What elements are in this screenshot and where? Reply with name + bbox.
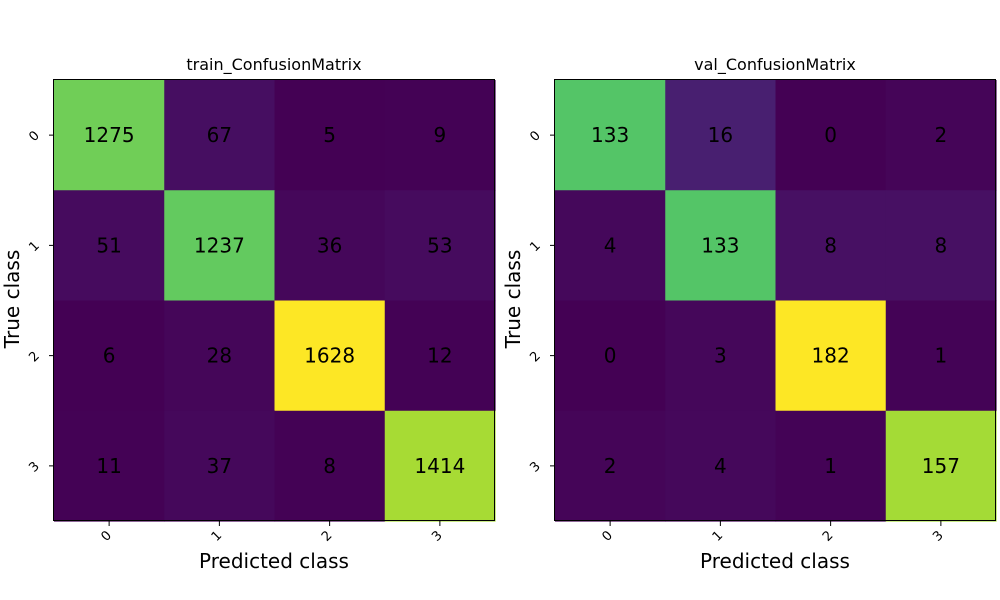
heatmap-cell-r3-c3 xyxy=(384,410,496,522)
x-tick-label-1: 1 xyxy=(209,528,225,544)
x-tick-label-1: 1 xyxy=(710,528,726,544)
heatmap-cell-r0-c3 xyxy=(885,80,997,191)
heatmap-cell-r3-c2 xyxy=(775,410,887,522)
heatmap-cell-r0-c2 xyxy=(775,80,887,191)
y-axis-label: True class xyxy=(501,250,525,350)
cell-value-r0-c0: 1275 xyxy=(84,123,135,147)
cell-value-r1-c0: 51 xyxy=(96,233,121,257)
val-confusion-matrix-panel: val_ConfusionMatrix Predicted class True… xyxy=(501,55,997,573)
heatmap-cell-r3-c0 xyxy=(555,410,666,522)
chart-title: train_ConfusionMatrix xyxy=(186,55,361,75)
heatmap-cell-r1-c1 xyxy=(665,190,777,302)
cell-value-r2-c3: 1 xyxy=(935,344,948,368)
heatmap-cell-r3-c1 xyxy=(164,410,276,522)
y-tick-label-3: 3 xyxy=(26,459,42,475)
heatmap-cell-r2-c2 xyxy=(274,300,386,412)
cell-value-r3-c2: 8 xyxy=(323,454,336,478)
x-tick-label-3: 3 xyxy=(930,528,946,544)
cell-value-r0-c0: 133 xyxy=(591,123,629,147)
train-confusion-matrix-panel: train_ConfusionMatrix Predicted class Tr… xyxy=(0,55,496,573)
heatmap-cell-r3-c2 xyxy=(274,410,386,522)
x-tick-label-0: 0 xyxy=(599,528,615,544)
cell-value-r3-c1: 37 xyxy=(207,454,232,478)
heatmap-cell-r2-c1 xyxy=(665,300,777,412)
y-axis-label: True class xyxy=(0,250,24,350)
cell-value-r1-c2: 8 xyxy=(824,233,837,257)
heatmap-cells: 133 16 0 2 4 133 8 8 0 3 182 1 2 4 1 157 xyxy=(555,80,997,522)
y-tick-label-1: 1 xyxy=(26,239,42,255)
y-tick-label-1: 1 xyxy=(527,239,543,255)
cell-value-r2-c0: 6 xyxy=(103,344,116,368)
cell-value-r0-c1: 67 xyxy=(207,123,232,147)
y-tick-label-2: 2 xyxy=(527,349,543,365)
cell-value-r1-c1: 1237 xyxy=(194,233,245,257)
heatmap-cell-r2-c3 xyxy=(885,300,997,412)
cell-value-r2-c2: 1628 xyxy=(304,344,355,368)
cell-value-r1-c0: 4 xyxy=(604,233,617,257)
heatmap-cell-r3-c0 xyxy=(54,410,165,522)
heatmap-cell-r1-c3 xyxy=(885,190,997,302)
cell-value-r0-c3: 2 xyxy=(935,123,948,147)
cell-value-r2-c2: 182 xyxy=(812,344,850,368)
chart-title: val_ConfusionMatrix xyxy=(694,55,856,75)
heatmap-cell-r2-c0 xyxy=(555,300,666,412)
heatmap-cell-r0-c2 xyxy=(274,80,386,191)
x-tick-label-0: 0 xyxy=(98,528,114,544)
heatmap-cell-r2-c0 xyxy=(54,300,165,412)
heatmap-cell-r2-c3 xyxy=(384,300,496,412)
cell-value-r0-c2: 0 xyxy=(824,123,837,147)
heatmap-cell-r1-c1 xyxy=(164,190,276,302)
y-tick-label-0: 0 xyxy=(527,128,543,144)
heatmap-cell-r1-c3 xyxy=(384,190,496,302)
heatmap-cell-r1-c0 xyxy=(555,190,666,302)
x-tick-label-3: 3 xyxy=(429,528,445,544)
heatmap-cell-r0-c0 xyxy=(54,80,165,191)
cell-value-r3-c0: 11 xyxy=(96,454,121,478)
x-tick-label-2: 2 xyxy=(820,528,836,544)
cell-value-r0-c3: 9 xyxy=(434,123,447,147)
x-axis-label: Predicted class xyxy=(199,549,349,573)
heatmap-cell-r1-c0 xyxy=(54,190,165,302)
heatmap-cell-r0-c1 xyxy=(164,80,276,191)
cell-value-r3-c3: 1414 xyxy=(414,454,465,478)
cell-value-r2-c1: 3 xyxy=(714,344,727,368)
heatmap-cell-r2-c1 xyxy=(164,300,276,412)
cell-value-r2-c1: 28 xyxy=(207,344,232,368)
cell-value-r1-c3: 8 xyxy=(935,233,948,257)
x-axis-label: Predicted class xyxy=(700,549,850,573)
heatmap-cell-r0-c3 xyxy=(384,80,496,191)
y-tick-label-0: 0 xyxy=(26,128,42,144)
plot-frame xyxy=(53,79,495,521)
heatmap-cell-r1-c2 xyxy=(775,190,887,302)
heatmap-cell-r0-c1 xyxy=(665,80,777,191)
cell-value-r1-c2: 36 xyxy=(317,233,342,257)
cell-value-r0-c2: 5 xyxy=(323,123,336,147)
y-tick-label-2: 2 xyxy=(26,349,42,365)
cell-value-r1-c3: 53 xyxy=(427,233,452,257)
cell-value-r3-c2: 1 xyxy=(824,454,837,478)
plot-frame xyxy=(554,79,996,521)
cell-value-r3-c3: 157 xyxy=(922,454,960,478)
heatmap-cell-r0-c0 xyxy=(555,80,666,191)
heatmap-cell-r3-c1 xyxy=(665,410,777,522)
y-tick-label-3: 3 xyxy=(527,459,543,475)
cell-value-r2-c3: 12 xyxy=(427,344,452,368)
cell-value-r2-c0: 0 xyxy=(604,344,617,368)
cell-value-r1-c1: 133 xyxy=(701,233,739,257)
heatmap-cell-r1-c2 xyxy=(274,190,386,302)
cell-value-r3-c1: 4 xyxy=(714,454,727,478)
heatmap-cell-r2-c2 xyxy=(775,300,887,412)
x-tick-label-2: 2 xyxy=(319,528,335,544)
heatmap-cell-r3-c3 xyxy=(885,410,997,522)
cell-value-r3-c0: 2 xyxy=(604,454,617,478)
cell-value-r0-c1: 16 xyxy=(708,123,733,147)
